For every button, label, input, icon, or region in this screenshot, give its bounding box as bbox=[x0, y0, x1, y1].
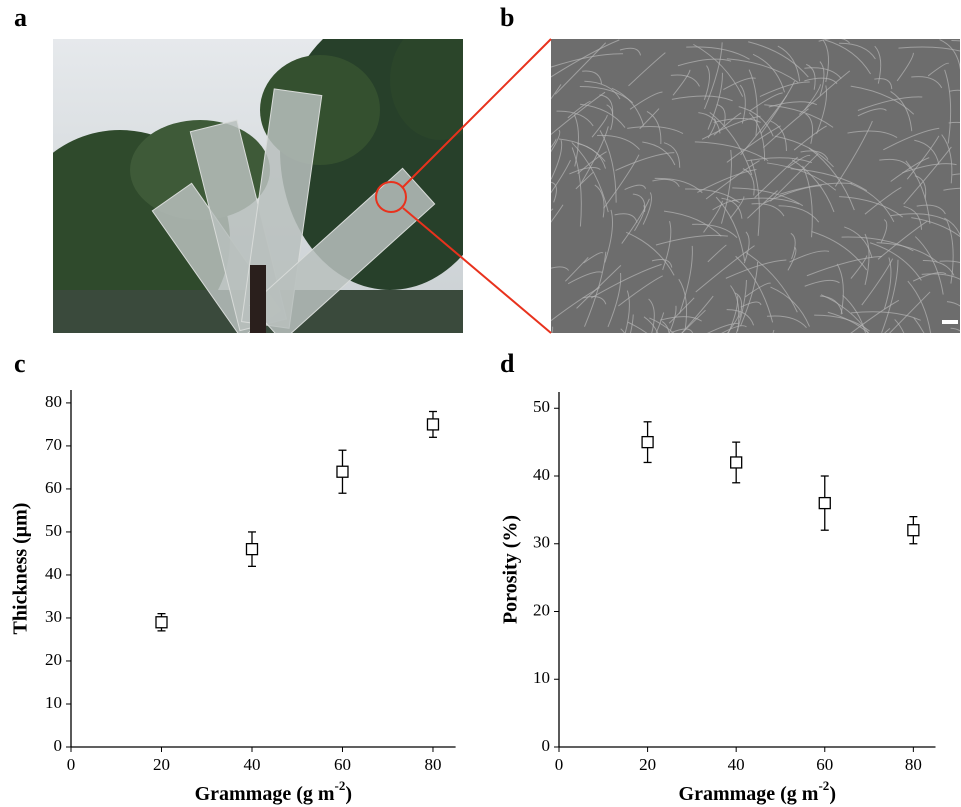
y-tick-label: 10 bbox=[533, 668, 550, 687]
x-tick-label: 60 bbox=[334, 755, 351, 774]
y-axis-label: Thickness (μm) bbox=[10, 503, 32, 635]
y-tick-label: 50 bbox=[533, 397, 550, 416]
y-tick-label: 20 bbox=[533, 600, 550, 619]
y-tick-label: 20 bbox=[45, 650, 62, 669]
y-tick-label: 40 bbox=[533, 465, 550, 484]
y-tick-label: 50 bbox=[45, 521, 62, 540]
panel-label: a bbox=[14, 3, 27, 32]
y-tick-label: 60 bbox=[45, 478, 62, 497]
x-axis-label-part: Grammage (g m bbox=[195, 783, 335, 805]
y-tick-label: 30 bbox=[533, 533, 550, 552]
y-tick-label: 70 bbox=[45, 435, 62, 454]
x-tick-label: 20 bbox=[639, 755, 656, 774]
x-tick-label: 60 bbox=[816, 755, 833, 774]
x-axis-label-part: ) bbox=[345, 783, 352, 805]
marker bbox=[731, 457, 742, 468]
marker bbox=[908, 525, 919, 536]
y-tick-label: 30 bbox=[45, 607, 62, 626]
marker bbox=[642, 437, 653, 448]
figure: a b c 0 10 20 30 40 50 60 70 80 0 20 40 60 80 Thickness… bbox=[0, 0, 961, 807]
marker bbox=[819, 498, 830, 509]
x-axis-label-part: -2 bbox=[818, 778, 829, 793]
marker bbox=[427, 419, 438, 430]
x-tick-label: 40 bbox=[243, 755, 260, 774]
x-axis-label-part: Grammage (g m bbox=[679, 783, 819, 805]
fiber bbox=[621, 329, 628, 362]
y-axis-label: Porosity (%) bbox=[500, 515, 522, 624]
x-axis-label-part: -2 bbox=[335, 778, 346, 793]
x-tick-label: 40 bbox=[728, 755, 745, 774]
fiber bbox=[509, 209, 553, 247]
photo bbox=[10, 10, 500, 350]
y-tick-label: 80 bbox=[45, 392, 62, 411]
x-tick-label: 80 bbox=[905, 755, 922, 774]
marker bbox=[337, 466, 348, 477]
x-tick-label: 0 bbox=[555, 755, 564, 774]
x-axis-label: Grammage (g m-2) bbox=[195, 778, 352, 805]
fiber bbox=[745, 330, 774, 394]
sem-image bbox=[509, 38, 961, 394]
y-tick-label: 10 bbox=[45, 693, 62, 712]
panel-label: c bbox=[14, 349, 26, 378]
panel-label: d bbox=[500, 349, 515, 378]
marker bbox=[246, 544, 257, 555]
x-tick-label: 0 bbox=[67, 755, 76, 774]
marker bbox=[156, 617, 167, 628]
panel-label: b bbox=[500, 3, 514, 32]
x-axis-label: Grammage (g m-2) bbox=[679, 778, 836, 805]
x-axis-label-part: ) bbox=[829, 783, 836, 805]
y-tick-label: 0 bbox=[54, 736, 63, 755]
y-tick-label: 40 bbox=[45, 564, 62, 583]
x-tick-label: 80 bbox=[424, 755, 441, 774]
y-tick-label: 0 bbox=[542, 736, 551, 755]
x-tick-label: 20 bbox=[153, 755, 170, 774]
